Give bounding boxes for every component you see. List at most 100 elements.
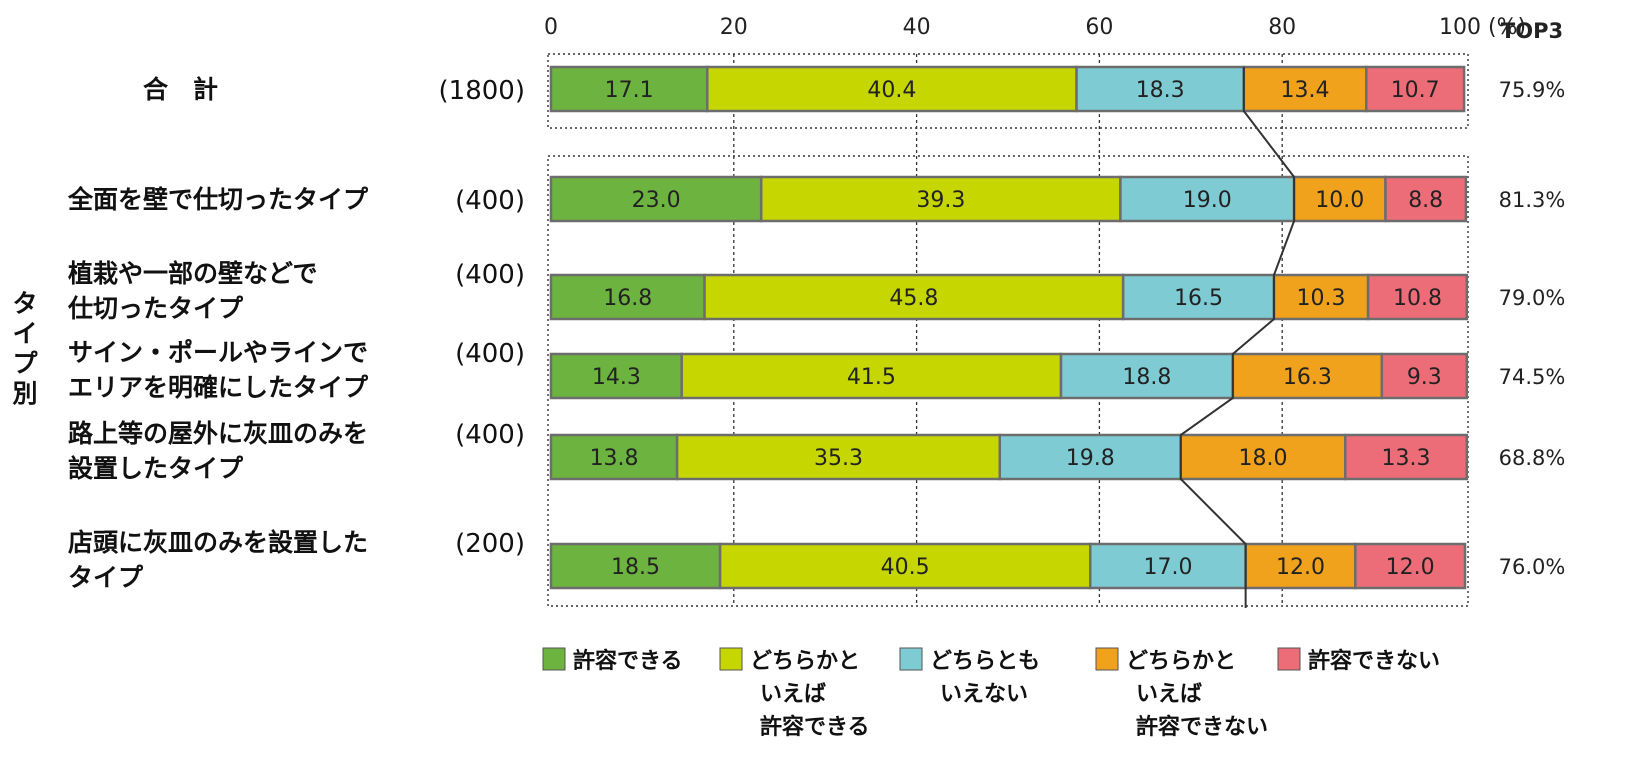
sample-size-label: (200) bbox=[455, 529, 525, 559]
segment-value-label: 16.8 bbox=[603, 286, 652, 311]
legend-label: どちらかと bbox=[750, 649, 860, 674]
legend-label: どちらかと bbox=[1126, 649, 1236, 674]
legend-swatch bbox=[542, 647, 566, 671]
bar-segment bbox=[549, 542, 722, 590]
bar-segment bbox=[549, 433, 679, 481]
bar-segment bbox=[1354, 542, 1467, 590]
bar-segment bbox=[1121, 273, 1276, 321]
group-label-char: イ bbox=[12, 319, 37, 348]
row-label: サイン・ポールやラインで bbox=[68, 338, 368, 367]
segment-value-label: 16.5 bbox=[1174, 286, 1223, 311]
x-tick-label: 0 bbox=[544, 15, 558, 40]
group-label-char: タ bbox=[12, 289, 37, 318]
top3-header: TOP3 bbox=[1501, 19, 1563, 43]
x-tick-label: 40 bbox=[903, 15, 931, 40]
segment-value-label: 19.8 bbox=[1066, 446, 1115, 471]
x-tick-label: 80 bbox=[1268, 15, 1296, 40]
row-label: 全面を壁で仕切ったタイプ bbox=[67, 185, 369, 214]
bar-segment bbox=[549, 352, 683, 400]
bar-segment bbox=[1075, 65, 1246, 113]
segment-value-label: 13.8 bbox=[590, 446, 639, 471]
bar-segment bbox=[1365, 65, 1466, 113]
segment-value-label: 10.0 bbox=[1315, 188, 1364, 213]
legend-label: 許容できる bbox=[760, 714, 870, 740]
legend-label: 許容できない bbox=[1308, 648, 1440, 674]
legend-label: いえば bbox=[1136, 682, 1202, 707]
segment-value-label: 18.5 bbox=[611, 555, 660, 580]
bar-segment bbox=[549, 273, 706, 321]
segment-value-label: 14.3 bbox=[592, 365, 641, 390]
top3-connector-line bbox=[1179, 67, 1296, 608]
top3-value: 76.0% bbox=[1499, 555, 1566, 579]
row-label: 合 計 bbox=[143, 75, 218, 104]
segment-value-label: 12.0 bbox=[1276, 555, 1325, 580]
top3-value: 74.5% bbox=[1499, 365, 1566, 389]
segment-value-label: 41.5 bbox=[847, 365, 896, 390]
labels: 0 20 40 60 80 100 (%)TOP3 合 計 (1800) 75.9% 全面を壁で仕… bbox=[12, 15, 1565, 592]
segment-value-label: 39.3 bbox=[916, 188, 965, 213]
segment-value-label: 13.3 bbox=[1382, 446, 1431, 471]
segment-value-label: 16.3 bbox=[1283, 365, 1332, 390]
segment-value-label: 18.8 bbox=[1122, 365, 1171, 390]
legend-swatch bbox=[719, 647, 743, 671]
top3-connector bbox=[1179, 67, 1296, 608]
legend: 許容できる どちらかといえば許容できるどちらともいえないどちらかといえば許容できな… bbox=[542, 647, 1440, 740]
group-label-char: プ bbox=[12, 349, 38, 378]
gridlines bbox=[733, 54, 1283, 606]
segment-value-label: 18.0 bbox=[1239, 446, 1288, 471]
top3-value: 68.8% bbox=[1499, 446, 1566, 470]
top3-value: 75.9% bbox=[1499, 78, 1566, 102]
segment-value-label: 10.8 bbox=[1393, 286, 1442, 311]
legend-swatch bbox=[1277, 647, 1301, 671]
bar-segment bbox=[1380, 352, 1469, 400]
segment-value-label: 9.3 bbox=[1407, 365, 1442, 390]
segment-value-label: 8.8 bbox=[1408, 188, 1443, 213]
sample-size-label: (400) bbox=[455, 260, 525, 290]
bar-segment bbox=[1089, 542, 1247, 590]
segment-value-label: 23.0 bbox=[632, 188, 681, 213]
segment-value-label: 40.5 bbox=[881, 555, 930, 580]
segment-value-label: 10.3 bbox=[1297, 286, 1346, 311]
bar-segment bbox=[998, 433, 1182, 481]
total-frame bbox=[547, 53, 1469, 129]
legend-label: どちらとも bbox=[930, 649, 1040, 674]
bars: 17.1 40.4 18.3 13.4 10.7 23.0 39.3 19.0 10.0 8.8 1… bbox=[549, 65, 1469, 590]
segment-value-label: 18.3 bbox=[1136, 78, 1185, 103]
legend-label: いえない bbox=[940, 682, 1028, 707]
bar-segment bbox=[1384, 175, 1468, 223]
legend-swatch bbox=[1095, 647, 1119, 671]
segment-value-label: 17.0 bbox=[1143, 555, 1192, 580]
legend-swatch bbox=[899, 647, 923, 671]
top3-value: 81.3% bbox=[1499, 188, 1566, 212]
legend-label: 許容できる bbox=[573, 648, 683, 674]
bar-segment bbox=[1344, 433, 1469, 481]
segment-value-label: 17.1 bbox=[605, 78, 654, 103]
row-label: 仕切ったタイプ bbox=[67, 294, 244, 323]
x-tick-label: 60 bbox=[1085, 15, 1113, 40]
segment-value-label: 40.4 bbox=[867, 78, 916, 103]
bar-segment bbox=[1179, 433, 1347, 481]
segment-value-label: 45.8 bbox=[889, 286, 938, 311]
sample-size-label: (400) bbox=[455, 186, 525, 216]
sample-size-label: (400) bbox=[455, 339, 525, 369]
top3-value: 79.0% bbox=[1499, 286, 1566, 310]
x-tick-label: 100 (%) bbox=[1439, 15, 1526, 40]
row-label: タイプ bbox=[68, 563, 144, 592]
bar-segment bbox=[1366, 273, 1469, 321]
segment-value-label: 19.0 bbox=[1183, 188, 1232, 213]
bar-segment bbox=[1059, 352, 1235, 400]
bar-segment bbox=[675, 433, 1002, 481]
segment-value-label: 35.3 bbox=[814, 446, 863, 471]
group-label-char: 別 bbox=[12, 379, 37, 408]
row-label: 店頭に灰皿のみを設置した bbox=[68, 528, 368, 557]
legend-label: いえば bbox=[760, 682, 826, 707]
bar-segment bbox=[759, 175, 1122, 223]
row-label: 路上等の屋外に灰皿のみを bbox=[68, 419, 368, 448]
segment-value-label: 10.7 bbox=[1391, 78, 1440, 103]
row-label: エリアを明確にしたタイプ bbox=[68, 373, 369, 402]
sample-size-label: (400) bbox=[455, 420, 525, 450]
legend-label: 許容できない bbox=[1136, 714, 1268, 740]
row-frames bbox=[547, 53, 1469, 607]
bar-segment bbox=[1231, 352, 1384, 400]
